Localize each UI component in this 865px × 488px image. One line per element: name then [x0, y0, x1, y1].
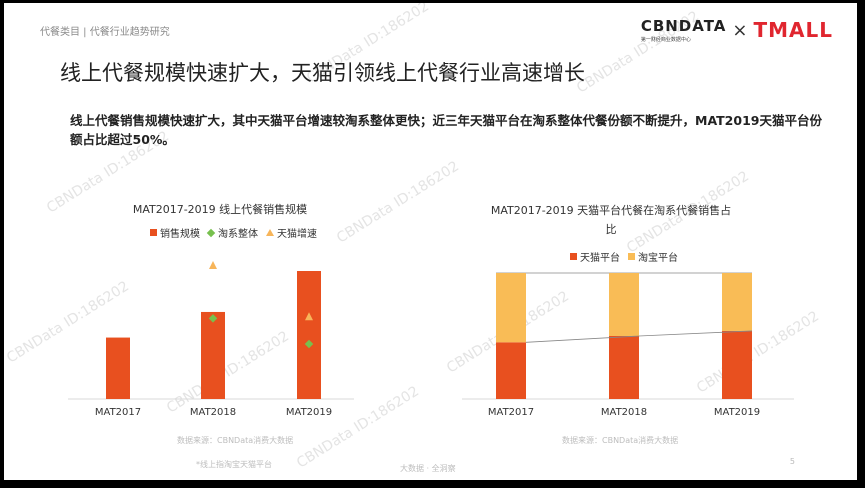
chart1-legend: 销售规模 淘系整体 天猫增速 [150, 225, 325, 240]
legend-label: 销售规模 [160, 229, 200, 240]
marker-taoxi-diamond [304, 339, 314, 349]
x-tick-label: MAT2017 [95, 407, 141, 418]
x-tick-label: MAT2019 [714, 407, 760, 418]
legend-label: 天猫平台 [580, 253, 620, 264]
page-title: 线上代餐规模快速扩大，天猫引领线上代餐行业高速增长 [60, 61, 585, 85]
legend-swatch-square [150, 229, 157, 236]
x-tick-label: MAT2017 [488, 407, 534, 418]
legend-item: 天猫平台 [570, 249, 620, 264]
tmall-share-trend-line [525, 330, 753, 343]
footnote: *线上指淘宝天猫平台 [196, 460, 272, 469]
cbndata-logo-text: CBNDATA [640, 17, 727, 35]
marker-taoxi-diamond [208, 314, 218, 323]
legend-label: 淘宝平台 [638, 253, 678, 264]
data-source-left: 数据来源：CBNData消费大数据 [177, 436, 294, 445]
chart1-title: MAT2017-2019 线上代餐销售规模 [132, 203, 308, 216]
chart2-legend: 天猫平台 淘宝平台 [570, 249, 686, 264]
chart2-title: MAT2017-2019 天猫平台代餐在淘系代餐销售占比 [490, 204, 732, 236]
bar-sales [106, 337, 130, 399]
legend-item: 销售规模 [150, 225, 200, 240]
bar-taobao-share [496, 273, 526, 343]
logo-group: CBNDATA 第一财经商业数据中心 × TMALL [641, 17, 833, 43]
bar-tmall-share [722, 330, 752, 399]
page-subtitle: 线上代餐销售规模快速扩大，其中天猫平台增速较淘系整体更快；近三年天猫平台在淘系整… [70, 113, 822, 147]
legend-item: 淘系整体 [206, 225, 258, 240]
x-tick-label: MAT2019 [286, 407, 332, 418]
legend-swatch-square [570, 253, 577, 260]
x-tick-label: MAT2018 [601, 407, 647, 418]
legend-label: 天猫增速 [277, 229, 317, 240]
bar-tmall-share [609, 336, 639, 399]
legend-swatch-triangle [266, 229, 274, 236]
legend-swatch-square [628, 253, 635, 260]
bar-sales [201, 311, 225, 399]
cbndata-logo-subtext: 第一财经商业数据中心 [640, 37, 691, 43]
bar-taobao-share [609, 273, 639, 336]
legend-item: 天猫增速 [266, 225, 317, 240]
slide: CBNData ID:186202 CBNData ID:186202 CBND… [4, 3, 857, 480]
footer-center-text: 大数据 · 全洞察 [400, 464, 456, 473]
cbndata-logo: CBNDATA 第一财经商业数据中心 [641, 17, 727, 43]
bar-sales [297, 271, 321, 399]
bar-tmall-share [496, 342, 526, 399]
legend-label: 淘系整体 [218, 229, 258, 240]
breadcrumb: 代餐类目 | 代餐行业趋势研究 [40, 27, 170, 38]
marker-tmall-growth-triangle [209, 261, 217, 269]
page-number: 5 [789, 457, 795, 466]
legend-item: 淘宝平台 [628, 249, 678, 264]
data-source-right: 数据来源：CBNData消费大数据 [562, 436, 679, 445]
x-tick-label: MAT2018 [190, 407, 236, 418]
tmall-logo: TMALL [753, 18, 833, 42]
times-icon: × [732, 19, 748, 41]
marker-tmall-growth-triangle [305, 312, 313, 321]
charts-canvas: MAT2017 MAT2018 MAT2019 MAT2017 MAT2018 MAT20… [68, 261, 794, 418]
bar-taobao-share [722, 273, 752, 331]
